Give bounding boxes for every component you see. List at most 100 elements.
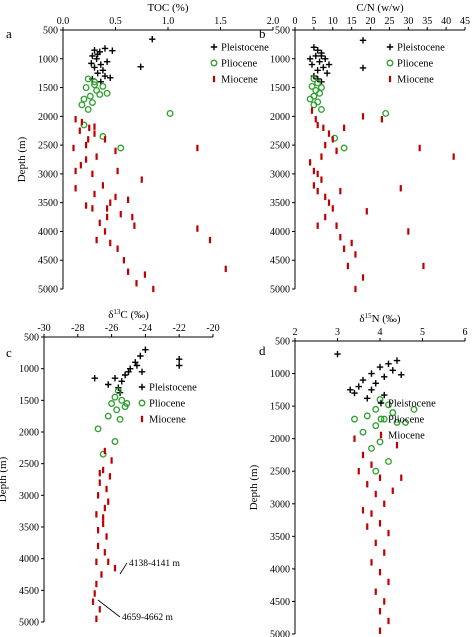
y-tick-label: 3000 bbox=[270, 499, 290, 510]
x-tick-label: 1.5 bbox=[214, 16, 227, 27]
pliocene-point bbox=[86, 92, 94, 100]
y-tick-label: 5000 bbox=[270, 285, 290, 296]
pleistocene-point bbox=[355, 383, 362, 390]
miocene-point bbox=[316, 170, 319, 178]
miocene-point bbox=[131, 213, 134, 221]
miocene-point bbox=[331, 205, 334, 212]
series-pleistocene bbox=[306, 37, 367, 85]
panel-letter: d bbox=[259, 343, 266, 358]
miocene-point bbox=[143, 271, 146, 278]
pliocene-point bbox=[117, 144, 125, 152]
miocene-point bbox=[387, 529, 390, 537]
miocene-point bbox=[378, 627, 382, 634]
series-miocene bbox=[309, 107, 455, 293]
y-tick-label: 4500 bbox=[270, 597, 290, 608]
series-pleistocene bbox=[334, 350, 405, 402]
miocene-point bbox=[343, 245, 346, 252]
legend-marker-miocene bbox=[388, 75, 392, 83]
x-tick-label: -30 bbox=[37, 323, 50, 334]
x-tick-label: 0.0 bbox=[57, 16, 70, 27]
pleistocene-point bbox=[94, 50, 101, 58]
miocene-point bbox=[387, 578, 390, 586]
miocene-point bbox=[103, 504, 106, 512]
miocene-point bbox=[312, 167, 315, 175]
pleistocene-point bbox=[318, 52, 325, 60]
miocene-point bbox=[383, 500, 386, 507]
pliocene-point bbox=[82, 84, 90, 92]
y-tick-label: 2500 bbox=[19, 459, 39, 470]
y-tick-label: 2000 bbox=[270, 112, 290, 123]
miocene-point bbox=[106, 205, 109, 212]
legend: Pleistocene Pliocene Miocene bbox=[138, 383, 197, 426]
pleistocene-point bbox=[364, 395, 371, 402]
miocene-point bbox=[391, 487, 394, 494]
x-axis-title: δ13C (‰) bbox=[108, 308, 149, 321]
miocene-point bbox=[87, 136, 90, 143]
miocene-point bbox=[74, 167, 77, 175]
miocene-point bbox=[107, 498, 110, 505]
pleistocene-point bbox=[133, 362, 141, 369]
miocene-point bbox=[95, 580, 98, 588]
y-tick-label: 1000 bbox=[270, 369, 290, 380]
miocene-point bbox=[95, 153, 98, 160]
y-tick-label: 4500 bbox=[270, 256, 290, 267]
pleistocene-point bbox=[118, 378, 125, 385]
x-tick-label: -22 bbox=[173, 323, 186, 334]
pliocene-point bbox=[393, 418, 401, 426]
x-tick-label: 30 bbox=[403, 16, 413, 27]
pliocene-point bbox=[385, 458, 392, 465]
miocene-point bbox=[314, 116, 317, 123]
legend: Pleistocene Pliocene Miocene bbox=[377, 399, 436, 442]
pleistocene-point bbox=[312, 52, 319, 60]
miocene-point bbox=[335, 147, 338, 155]
y-tick-label: 4000 bbox=[270, 564, 290, 575]
series-pliocene bbox=[78, 75, 174, 152]
pliocene-point bbox=[91, 78, 98, 86]
pliocene-point bbox=[385, 401, 392, 409]
pliocene-point bbox=[317, 84, 325, 92]
y-tick-label: 1500 bbox=[19, 396, 39, 407]
pleistocene-point bbox=[101, 45, 109, 52]
miocene-point bbox=[357, 468, 360, 475]
y-tick-label: 5000 bbox=[19, 618, 39, 629]
series-miocene bbox=[353, 435, 403, 634]
miocene-point bbox=[361, 507, 365, 514]
miocene-point bbox=[346, 262, 349, 270]
pleistocene-point bbox=[121, 371, 129, 379]
miocene-point bbox=[452, 153, 455, 160]
pleistocene-point bbox=[325, 61, 333, 68]
x-axis-title: TOC (%) bbox=[147, 2, 188, 14]
pliocene-point bbox=[99, 82, 107, 90]
y-tick-label: 5000 bbox=[38, 285, 58, 296]
pleistocene-point bbox=[137, 352, 144, 360]
y-tick-label: 4500 bbox=[19, 586, 39, 597]
legend-marker-pliocene bbox=[377, 415, 385, 423]
pleistocene-point bbox=[368, 386, 375, 394]
miocene-point bbox=[350, 239, 353, 247]
pleistocene-point bbox=[308, 61, 316, 68]
miocene-point bbox=[316, 187, 319, 195]
legend-label-pleistocene: Pleistocene bbox=[397, 43, 445, 54]
miocene-point bbox=[418, 144, 421, 152]
pleistocene-point bbox=[88, 60, 95, 67]
x-tick-label: 6 bbox=[463, 327, 468, 338]
pliocene-point bbox=[310, 75, 318, 83]
pleistocene-point bbox=[89, 52, 96, 60]
pleistocene-point bbox=[381, 391, 388, 399]
y-tick-label: 1500 bbox=[38, 83, 58, 94]
series-miocene bbox=[91, 447, 117, 623]
x-tick-label: -26 bbox=[105, 323, 118, 334]
pliocene-point bbox=[84, 105, 92, 113]
x-tick-label: -28 bbox=[71, 323, 84, 334]
miocene-point bbox=[140, 176, 143, 183]
x-tick-label: 5 bbox=[311, 16, 316, 27]
x-tick-label: 0 bbox=[293, 16, 298, 27]
pleistocene-point bbox=[385, 360, 392, 367]
y-tick-label: 4500 bbox=[38, 256, 58, 267]
miocene-point bbox=[110, 457, 113, 464]
pleistocene-point bbox=[316, 58, 323, 65]
pliocene-point bbox=[359, 428, 367, 436]
legend: Pleistocene Pliocene Miocene bbox=[210, 43, 269, 86]
miocene-point bbox=[310, 107, 314, 114]
